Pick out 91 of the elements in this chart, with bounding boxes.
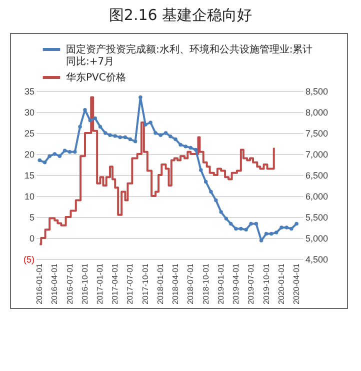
- x-tick-label: 2017-07-01: [126, 262, 135, 304]
- y-tick-label: 25: [24, 128, 34, 138]
- point: [62, 148, 67, 153]
- y2-tick-label: 5,500: [306, 212, 328, 222]
- point: [158, 133, 163, 137]
- x-tick-label: 2018-04-01: [171, 262, 180, 304]
- y2-tick-label: 5,000: [306, 234, 328, 244]
- point: [144, 122, 148, 126]
- x-tick-label: 2019-01-01: [216, 262, 226, 304]
- y2-tick-label: 6,000: [306, 192, 328, 202]
- point: [52, 152, 57, 156]
- point: [280, 226, 284, 230]
- point: [244, 228, 248, 232]
- y-tick-label: 15: [24, 170, 34, 180]
- x-tick-label: 2016-07-01: [65, 262, 74, 304]
- point: [259, 238, 264, 242]
- point: [234, 226, 238, 231]
- point: [224, 216, 228, 221]
- y-tick-label: 0: [29, 234, 34, 244]
- point: [164, 131, 168, 135]
- y-tick-label: 20: [24, 150, 34, 160]
- point: [133, 140, 138, 144]
- y2-tick-label: 7,500: [306, 128, 328, 138]
- x-tick-label: 2018-07-01: [186, 262, 196, 304]
- x-tick-label: 2019-10-01: [262, 262, 271, 304]
- point: [128, 137, 132, 142]
- point: [204, 180, 208, 184]
- point: [178, 142, 182, 147]
- point: [78, 124, 82, 129]
- point: [113, 134, 117, 138]
- y-tick-label: 30: [24, 108, 34, 118]
- point: [154, 131, 158, 135]
- point: [174, 137, 178, 142]
- point: [83, 108, 87, 112]
- point: [214, 198, 218, 202]
- point: [148, 120, 152, 124]
- point: [270, 232, 274, 236]
- x-tick-label: 2018-10-01: [201, 262, 210, 304]
- point: [188, 146, 192, 150]
- point: [68, 150, 72, 154]
- point: [88, 118, 92, 122]
- y-tick-label: 5: [29, 212, 34, 222]
- x-tick-label: 2016-04-01: [50, 262, 60, 304]
- y2-tick-label: 8,000: [306, 108, 328, 118]
- point: [108, 133, 112, 137]
- point: [254, 222, 258, 226]
- point: [249, 222, 253, 226]
- legend-label: 固定资产投资完成额:水利、环境和公共设施管理业:累计同比:+7月: [66, 44, 313, 68]
- y-tick-label: (5): [24, 254, 34, 264]
- x-tick-label: 2016-10-01: [80, 262, 90, 304]
- x-tick-label: 2017-10-01: [140, 262, 150, 304]
- y2-tick-label: 6,500: [306, 170, 328, 180]
- y2-tick-label: 8,500: [306, 86, 328, 96]
- point: [93, 116, 97, 120]
- point: [239, 226, 243, 231]
- point: [38, 158, 42, 162]
- legend-label: 华东PVC价格: [66, 72, 126, 84]
- point: [219, 210, 223, 214]
- y-tick-label: 10: [24, 192, 34, 202]
- x-tick-label: 2020-04-01: [292, 262, 302, 304]
- point: [103, 131, 108, 135]
- point: [168, 134, 172, 138]
- point: [184, 144, 188, 148]
- x-tick-label: 2017-01-01: [96, 262, 105, 304]
- x-tick-label: 2018-01-01: [156, 262, 166, 304]
- point: [42, 160, 47, 164]
- point: [284, 226, 288, 230]
- x-tick-label: 2016-01-01: [35, 262, 44, 304]
- x-tick-label: 2019-04-01: [231, 262, 240, 304]
- point: [58, 154, 62, 158]
- y2-tick-label: 4,500: [306, 254, 328, 264]
- point: [138, 95, 142, 100]
- chart-title: 图2.16 基建企稳向好: [108, 6, 254, 25]
- point: [123, 135, 128, 140]
- point: [98, 124, 102, 129]
- x-tick-label: 2020-01-01: [276, 262, 286, 304]
- point: [194, 148, 198, 152]
- x-tick-label: 2017-04-01: [110, 262, 120, 304]
- y-tick-label: 35: [24, 86, 34, 96]
- point: [228, 222, 233, 226]
- point: [274, 230, 278, 234]
- y2-tick-label: 7,000: [306, 150, 328, 160]
- point: [209, 190, 213, 194]
- point: [73, 150, 77, 154]
- point: [48, 154, 52, 158]
- point: [118, 135, 122, 140]
- point: [198, 168, 203, 172]
- point: [264, 232, 268, 236]
- point: [294, 222, 298, 226]
- x-tick-label: 2019-07-01: [246, 262, 256, 304]
- point: [290, 226, 294, 231]
